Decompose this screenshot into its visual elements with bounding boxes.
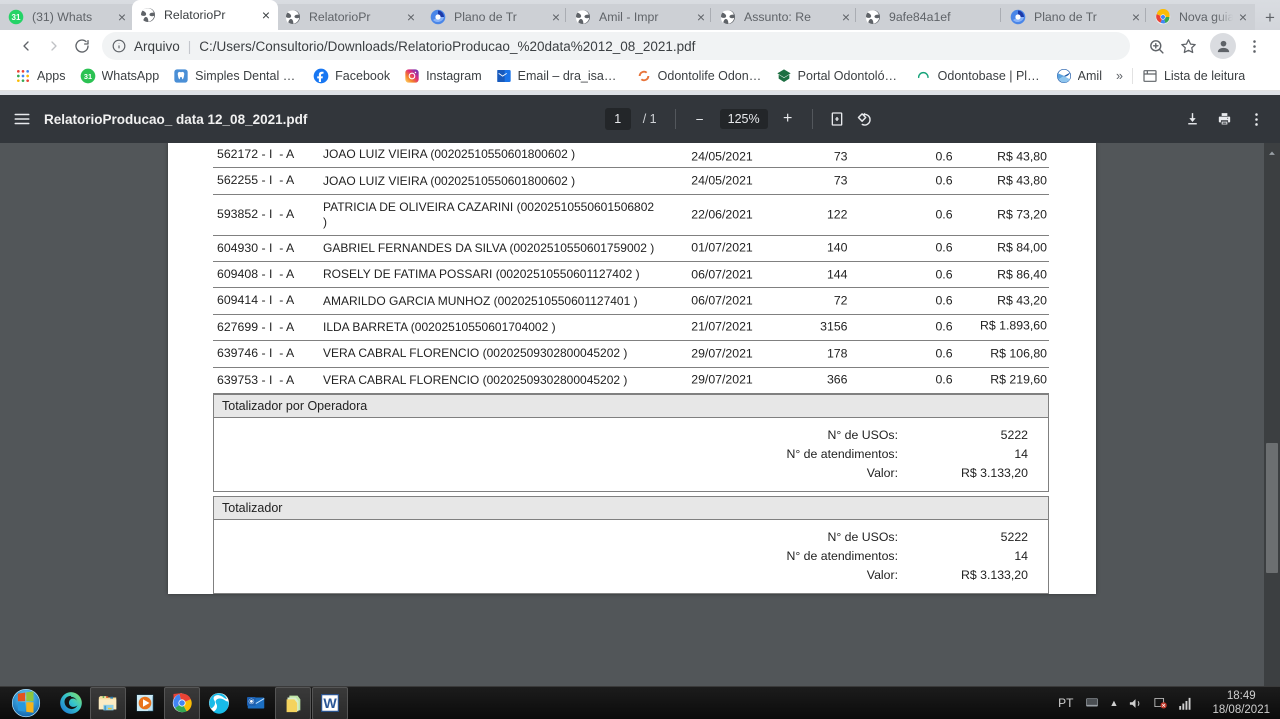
svg-text:31: 31 [12,13,21,22]
svg-text:31: 31 [83,72,91,81]
svg-text:W: W [323,696,337,712]
